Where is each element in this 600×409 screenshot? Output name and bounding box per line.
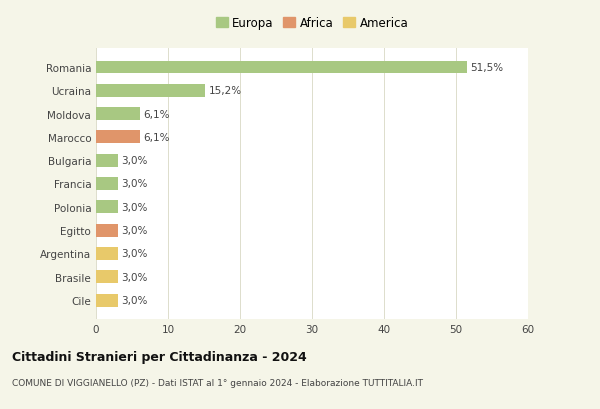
Bar: [96, 178, 118, 191]
Bar: [96, 61, 467, 74]
Text: 6,1%: 6,1%: [143, 109, 170, 119]
Bar: [96, 85, 205, 97]
Text: 3,0%: 3,0%: [121, 272, 148, 282]
Bar: [96, 247, 118, 260]
Text: 3,0%: 3,0%: [121, 249, 148, 259]
Text: 3,0%: 3,0%: [121, 226, 148, 236]
Text: 3,0%: 3,0%: [121, 202, 148, 212]
Text: COMUNE DI VIGGIANELLO (PZ) - Dati ISTAT al 1° gennaio 2024 - Elaborazione TUTTIT: COMUNE DI VIGGIANELLO (PZ) - Dati ISTAT …: [12, 378, 423, 387]
Bar: [96, 131, 140, 144]
Text: Cittadini Stranieri per Cittadinanza - 2024: Cittadini Stranieri per Cittadinanza - 2…: [12, 350, 307, 363]
Text: 3,0%: 3,0%: [121, 295, 148, 306]
Text: 3,0%: 3,0%: [121, 156, 148, 166]
Text: 51,5%: 51,5%: [470, 63, 503, 73]
Bar: [96, 201, 118, 214]
Bar: [96, 224, 118, 237]
Text: 3,0%: 3,0%: [121, 179, 148, 189]
Bar: [96, 154, 118, 167]
Bar: [96, 271, 118, 283]
Text: 6,1%: 6,1%: [143, 133, 170, 142]
Bar: [96, 294, 118, 307]
Bar: [96, 108, 140, 121]
Text: 15,2%: 15,2%: [209, 86, 242, 96]
Legend: Europa, Africa, America: Europa, Africa, America: [214, 14, 410, 32]
